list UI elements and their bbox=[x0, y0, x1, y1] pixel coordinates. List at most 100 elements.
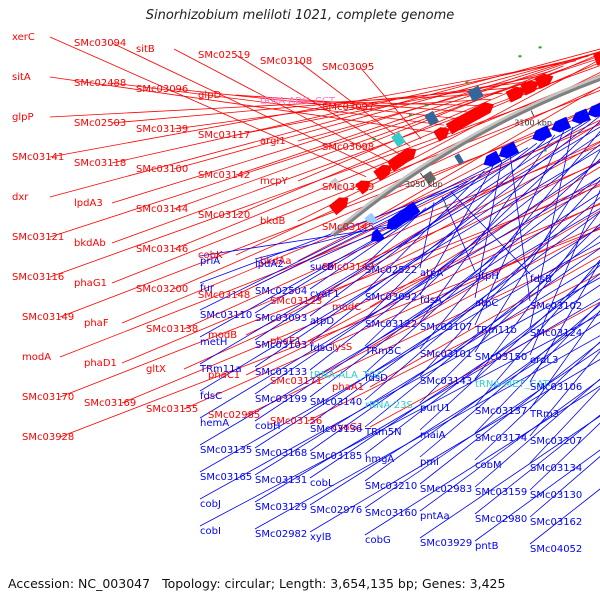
gene-label: SMc03121 bbox=[12, 232, 64, 243]
label-connector bbox=[254, 161, 600, 395]
accession-text: Accession: NC_003047 bbox=[8, 576, 151, 591]
gene-label: SMc03095 bbox=[322, 62, 374, 73]
label-connector bbox=[307, 183, 600, 342]
feature-block bbox=[391, 131, 406, 148]
gene-label: cobJ bbox=[200, 499, 221, 510]
gene-label: sitA bbox=[12, 72, 31, 83]
gene-label: SMc03122 bbox=[365, 319, 417, 330]
backbone-shadow bbox=[330, 75, 600, 237]
feature-block bbox=[454, 153, 465, 165]
gene-label: SMc03100 bbox=[136, 164, 188, 175]
gene-label: SMc03150 bbox=[475, 352, 527, 363]
label-connector bbox=[199, 176, 600, 419]
feature-block bbox=[329, 177, 343, 192]
gene-label: SMc03094 bbox=[74, 38, 126, 49]
tick-mark bbox=[419, 172, 425, 179]
gene-label: SMc03137 bbox=[475, 406, 527, 417]
label-connector bbox=[474, 149, 600, 353]
gene-label: fur bbox=[200, 283, 215, 294]
label-connector bbox=[235, 94, 468, 113]
gene-label: cobG bbox=[365, 535, 391, 546]
feature-tracks bbox=[328, 46, 600, 242]
gene-label: SMc02980 bbox=[475, 514, 527, 525]
gene-label: SMc03093 bbox=[255, 313, 307, 324]
label-connector bbox=[254, 335, 600, 530]
gene-label: phaC1 bbox=[208, 370, 240, 381]
gene-label: cyaF1 bbox=[310, 289, 340, 300]
label-connector bbox=[173, 74, 600, 250]
gene-label: SMc03101 bbox=[420, 349, 472, 360]
gene-label: SMc02503 bbox=[74, 118, 126, 129]
gene-label: TRm5N bbox=[364, 427, 402, 438]
label-connector bbox=[441, 196, 476, 272]
label-connector bbox=[254, 119, 592, 341]
feature-block bbox=[467, 85, 484, 102]
map-title: Sinorhizobium meliloti 1021, complete ge… bbox=[145, 8, 455, 23]
gene-label: SMc03103 bbox=[255, 340, 307, 351]
gene-label: tRNA-ARG_CCT bbox=[260, 96, 336, 107]
gene-label: cobL bbox=[310, 478, 334, 489]
label-connector bbox=[111, 42, 378, 170]
gene-label: dxr bbox=[12, 192, 29, 203]
label-connector bbox=[309, 175, 477, 290]
gene-label: gltX bbox=[146, 364, 166, 375]
gene-label: fdsA bbox=[420, 295, 442, 306]
gene-label: mcpY bbox=[260, 176, 289, 187]
label-connector bbox=[121, 203, 600, 404]
gene-label: metH bbox=[200, 337, 227, 348]
forward-gene-arrow bbox=[593, 51, 600, 66]
tick-label: 3100 kbp bbox=[514, 118, 552, 127]
gene-label: xylB bbox=[310, 532, 332, 543]
gene-label: SMc02983 bbox=[420, 484, 472, 495]
label-connector bbox=[419, 134, 556, 323]
gene-label: pmi bbox=[420, 457, 439, 468]
label-connector bbox=[359, 65, 564, 148]
gene-label: SMc04052 bbox=[530, 544, 582, 555]
gene-label: lysS bbox=[332, 342, 352, 353]
reverse-gene-arrow bbox=[398, 201, 421, 221]
label-connector bbox=[235, 119, 600, 296]
label-connector bbox=[369, 301, 600, 428]
label-connector bbox=[309, 144, 600, 371]
label-connector bbox=[199, 148, 600, 392]
gene-label: SMc03162 bbox=[530, 517, 582, 528]
label-connector bbox=[364, 196, 600, 401]
gene-label: SMc03120 bbox=[198, 210, 250, 221]
gene-label: SMc03123 bbox=[270, 296, 322, 307]
gene-label: SMc03144 bbox=[136, 204, 188, 215]
label-connector bbox=[121, 123, 600, 324]
label-connector bbox=[419, 165, 494, 296]
gene-label: SMc03098 bbox=[322, 142, 374, 153]
label-connector bbox=[309, 115, 600, 344]
gene-label: TRm5C bbox=[364, 346, 401, 357]
gene-label: SMc02488 bbox=[74, 78, 126, 89]
label-connector bbox=[309, 211, 600, 425]
label-connector bbox=[307, 141, 600, 302]
label-connector bbox=[419, 130, 600, 350]
label-connector bbox=[254, 133, 600, 368]
label-connector bbox=[364, 120, 600, 347]
label-connector bbox=[183, 181, 600, 370]
gene-label: lpdA2 bbox=[255, 259, 284, 270]
gene-label: bkdAa bbox=[260, 256, 291, 267]
gene-label: SMc03092 bbox=[365, 292, 417, 303]
gene-label: hemA bbox=[200, 418, 229, 429]
marker-dot bbox=[444, 205, 448, 208]
gene-label: SMc03140 bbox=[310, 397, 362, 408]
forward-gene-arrow bbox=[399, 148, 417, 164]
gene-label: SMc03171 bbox=[270, 376, 322, 387]
footer: Accession: NC_003047 Topology: circular; … bbox=[8, 576, 600, 591]
gene-label: TRm11b bbox=[474, 325, 517, 336]
label-connector bbox=[173, 55, 600, 210]
label-connector bbox=[529, 387, 600, 464]
gene-label: SMc03139 bbox=[136, 124, 188, 135]
gene-label: SMc03149 bbox=[22, 312, 74, 323]
label-connector bbox=[359, 86, 600, 228]
reverse-gene-arrow bbox=[483, 150, 502, 167]
gene-label: SMc03141 bbox=[12, 152, 64, 163]
marker-dot bbox=[465, 81, 469, 84]
label-connector bbox=[254, 180, 468, 287]
label-connector bbox=[199, 126, 600, 365]
label-connector bbox=[474, 378, 600, 488]
